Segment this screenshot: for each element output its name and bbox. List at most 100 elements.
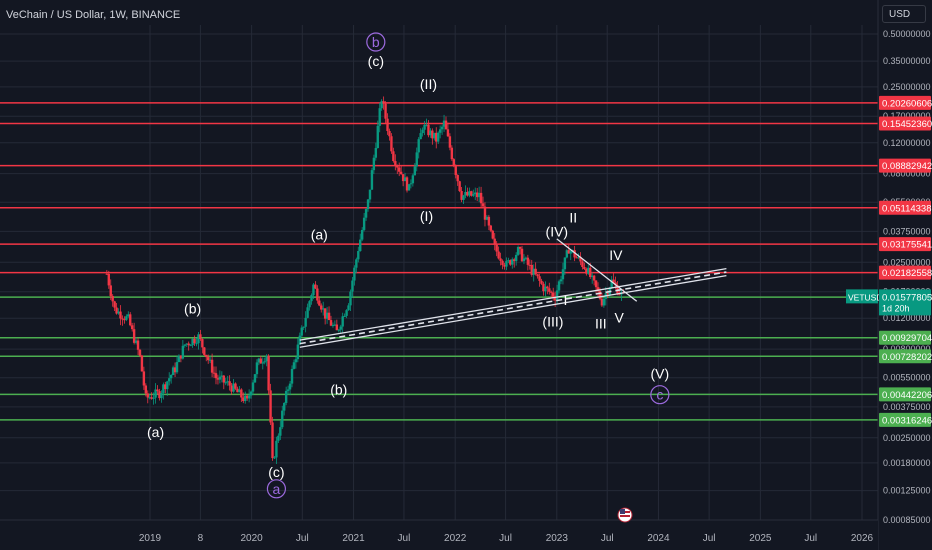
candle xyxy=(394,154,397,171)
candle xyxy=(208,356,212,364)
candle-body xyxy=(199,334,202,340)
candle-body xyxy=(353,267,356,281)
wave-label: a xyxy=(273,481,281,497)
wave-label: (a) xyxy=(311,227,328,243)
candle-body xyxy=(573,250,576,258)
candle-body xyxy=(168,378,171,382)
candle-body xyxy=(251,382,255,392)
wave-label: (b) xyxy=(330,382,347,398)
candle-body xyxy=(189,345,192,347)
candle xyxy=(341,312,344,334)
candle xyxy=(279,420,282,440)
candle-body xyxy=(563,257,567,270)
candle xyxy=(245,394,249,401)
candle xyxy=(267,354,270,395)
candle xyxy=(380,99,383,111)
candle xyxy=(448,133,452,151)
candle-body xyxy=(294,359,298,363)
currency-button[interactable]: USD xyxy=(882,5,926,23)
candle xyxy=(567,244,570,254)
candle-body xyxy=(210,359,214,373)
candle-body xyxy=(205,354,208,358)
wave-label: (II) xyxy=(420,76,437,92)
candle-body xyxy=(337,329,340,331)
candle xyxy=(413,163,417,176)
candle xyxy=(431,128,434,145)
candle xyxy=(509,259,512,266)
candle xyxy=(513,257,516,268)
candle-body xyxy=(524,257,528,259)
wave-label: (a) xyxy=(147,424,164,440)
candle-body xyxy=(505,261,508,267)
time-axis[interactable]: 2019 8 2020 Jul 2021 Jul 2022 Jul 2023 Jul 2024 Jul… xyxy=(0,507,878,550)
candle xyxy=(511,257,514,269)
candle-body xyxy=(557,281,561,291)
candle-body xyxy=(206,357,210,361)
candle-body xyxy=(329,320,333,326)
wave-label: (V) xyxy=(651,366,670,382)
level-tag-bg xyxy=(879,200,931,215)
candle xyxy=(183,344,187,348)
candle-body xyxy=(245,395,249,399)
candle-body xyxy=(368,189,372,200)
candle-body xyxy=(456,175,459,182)
candle xyxy=(179,355,183,363)
candle xyxy=(481,196,485,207)
candle-body xyxy=(343,315,346,317)
candle xyxy=(483,202,487,227)
candle xyxy=(563,257,567,275)
symbol-tag-label: VETUSD xyxy=(848,292,882,302)
candle xyxy=(475,187,479,202)
candle-body xyxy=(540,280,543,284)
candle xyxy=(127,311,130,318)
candle xyxy=(374,142,378,161)
candle xyxy=(540,278,543,285)
candle xyxy=(452,158,455,168)
candle xyxy=(421,127,424,137)
price-tick-label: 0.00375000 xyxy=(883,402,931,412)
candle xyxy=(551,287,555,301)
candle-body xyxy=(511,259,514,265)
price-tick-label: 0.03750000 xyxy=(883,226,931,236)
candle xyxy=(263,357,266,365)
candle xyxy=(220,371,224,383)
candle xyxy=(479,186,483,209)
level-tag-bg xyxy=(879,387,931,402)
candle xyxy=(166,380,169,396)
candle xyxy=(238,385,241,393)
candle xyxy=(160,390,163,403)
candle-body xyxy=(396,166,399,168)
price-axis[interactable]: 0.50000000 0.35000000 0.25000000 0.17000000… xyxy=(846,0,932,550)
candle xyxy=(524,256,528,260)
level-tag-label: 0.03175541 xyxy=(882,240,932,251)
candle-body xyxy=(105,273,109,275)
candle xyxy=(460,186,463,203)
candle xyxy=(281,405,284,430)
time-axis-bg xyxy=(0,520,878,550)
candle-body xyxy=(483,206,487,220)
candle xyxy=(376,120,379,149)
candle-body xyxy=(460,190,463,200)
candle-body xyxy=(265,355,268,362)
candle xyxy=(386,113,389,135)
candle xyxy=(130,322,134,332)
candle xyxy=(347,303,350,311)
candle-body xyxy=(600,298,604,306)
time-tick-label: 2024 xyxy=(647,533,670,544)
candle-body xyxy=(466,191,469,196)
candle xyxy=(259,355,263,364)
candle-body xyxy=(232,383,235,392)
candle-body xyxy=(561,269,565,280)
candle-body xyxy=(382,101,385,104)
candle-body xyxy=(273,457,276,459)
candle-body xyxy=(360,229,364,240)
candle xyxy=(113,300,116,312)
candle-body xyxy=(522,258,526,262)
candle-body xyxy=(553,297,557,301)
candle-body xyxy=(614,282,617,286)
wave-label: I xyxy=(564,292,568,308)
candle xyxy=(503,262,506,270)
candle xyxy=(602,297,606,308)
candle xyxy=(520,245,524,262)
